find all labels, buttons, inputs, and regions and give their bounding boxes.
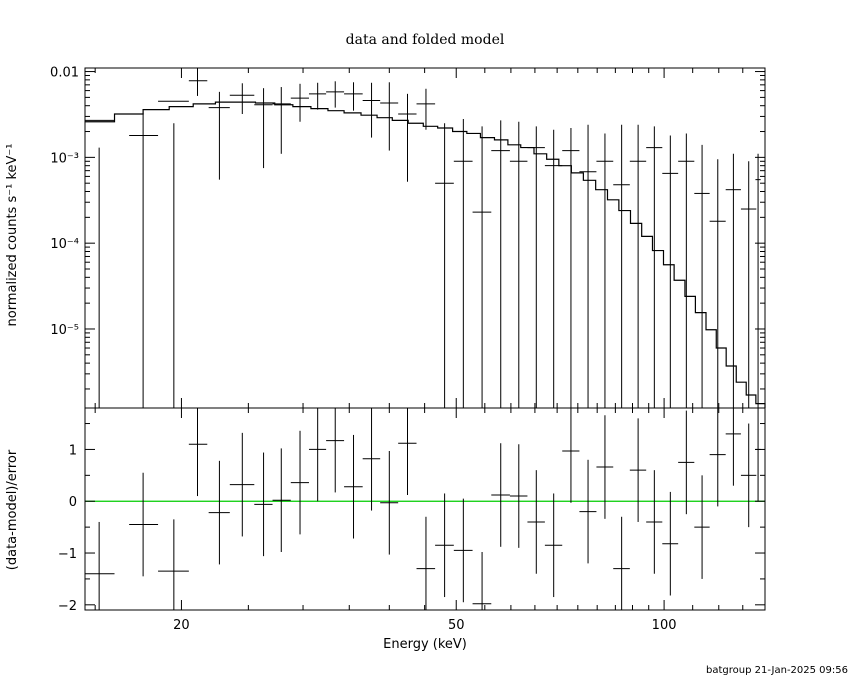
top-y-axis-label: normalized counts s⁻¹ keV⁻¹ — [5, 144, 20, 327]
top-panel: 0.01 10⁻³ 10⁻⁴ 10⁻⁵ — [50, 66, 766, 409]
top-ytick-label: 0.01 — [50, 66, 79, 81]
top-ytick-label: 10⁻³ — [50, 151, 79, 166]
xtick-label: 20 — [173, 618, 190, 633]
bot-ytick-label: −2 — [58, 599, 77, 614]
chart-title: data and folded model — [346, 32, 505, 48]
xtick-label: 50 — [448, 618, 465, 633]
bot-ytick-label: 0 — [69, 495, 77, 510]
bottom-y-axis-label: (data-model)/error — [5, 449, 20, 570]
bottom-plot-frame — [84, 407, 766, 611]
footer-stamp: batgroup 21-Jan-2025 09:56 — [706, 665, 848, 676]
xtick-label: 100 — [652, 618, 677, 633]
bot-ytick-label: −1 — [58, 547, 77, 562]
bot-ytick-label: 1 — [69, 443, 77, 458]
top-plot-frame — [84, 67, 766, 409]
x-axis-label: Energy (keV) — [383, 637, 467, 652]
top-ytick-label: 10⁻⁴ — [50, 237, 79, 252]
top-ytick-label: 10⁻⁵ — [50, 323, 79, 338]
bottom-panel: 1 0 −1 −2 20 50 100 — [58, 407, 766, 633]
model-step-line — [85, 101, 766, 408]
